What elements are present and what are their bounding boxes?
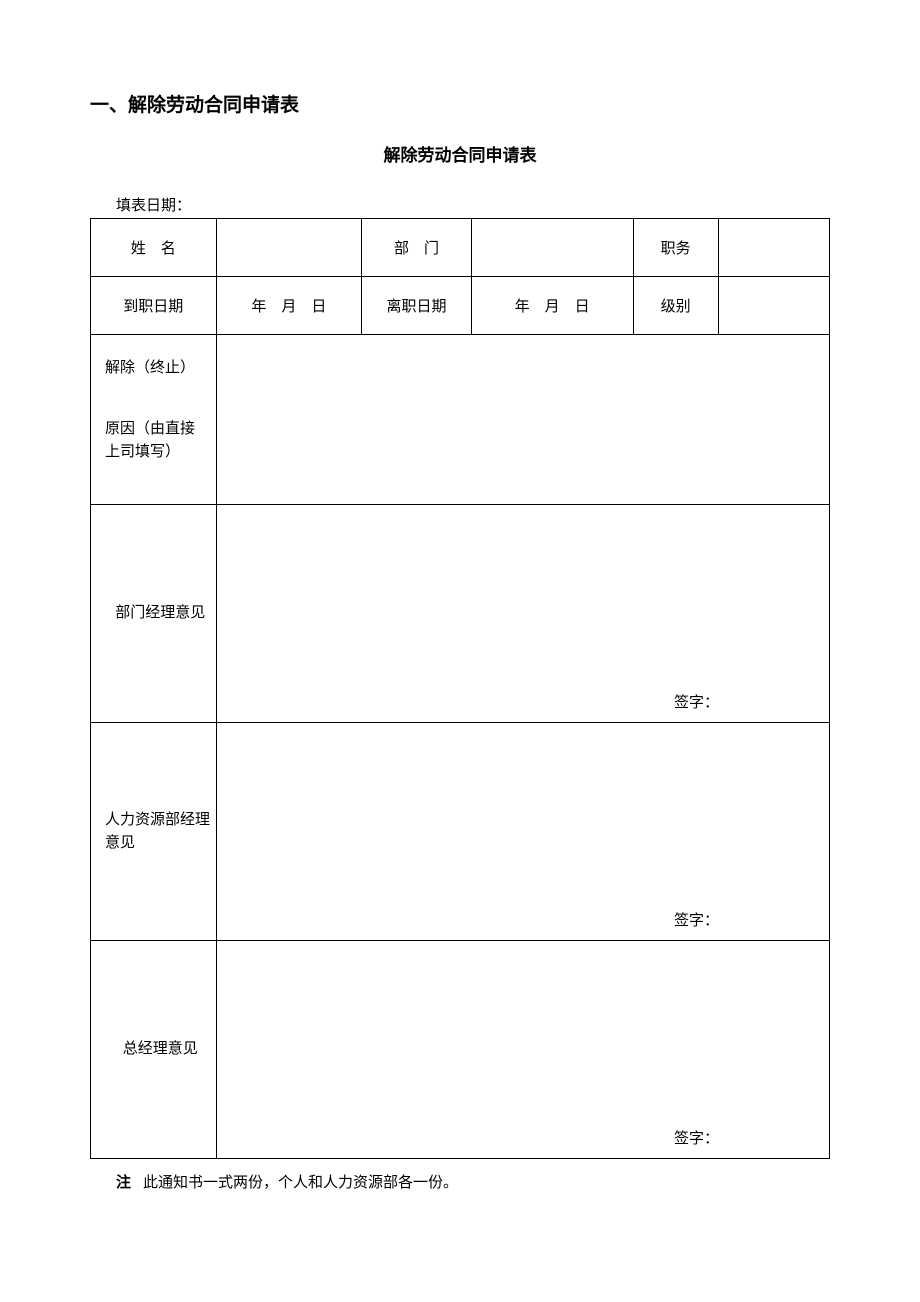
footnote-text: 此通知书一式两份，个人和人力资源部各一份。 — [143, 1175, 458, 1191]
gm-body: 签字： — [216, 941, 829, 1159]
level-label: 级别 — [633, 277, 718, 335]
table-row: 部门经理意见 签字： — [91, 505, 830, 723]
table-row: 人力资源部经理意见 签字： — [91, 723, 830, 941]
table-row: 总经理意见 签字： — [91, 941, 830, 1159]
reason-line2: 原因（由直接上司填写） — [105, 418, 206, 463]
dept-manager-sign-label: 签字： — [674, 691, 719, 712]
table-row: 解除（终止） 原因（由直接上司填写） — [91, 335, 830, 505]
table-row: 姓 名 部 门 职务 — [91, 219, 830, 277]
name-value — [216, 219, 362, 277]
reason-body — [216, 335, 829, 505]
hr-manager-sign-label: 签字： — [674, 909, 719, 930]
footnote: 注此通知书一式两份，个人和人力资源部各一份。 — [116, 1171, 830, 1192]
start-date-value: 年 月 日 — [216, 277, 362, 335]
table-row: 到职日期 年 月 日 离职日期 年 月 日 级别 — [91, 277, 830, 335]
gm-sign-label: 签字： — [674, 1127, 719, 1148]
dept-manager-label: 部门经理意见 — [91, 505, 217, 723]
gm-label: 总经理意见 — [91, 941, 217, 1159]
form-title: 解除劳动合同申请表 — [90, 141, 830, 166]
footnote-bold: 注 — [116, 1175, 131, 1191]
reason-label: 解除（终止） 原因（由直接上司填写） — [91, 335, 217, 505]
level-value — [718, 277, 829, 335]
dept-value — [471, 219, 633, 277]
position-value — [718, 219, 829, 277]
section-heading: 一、解除劳动合同申请表 — [90, 90, 830, 117]
dept-manager-body: 签字： — [216, 505, 829, 723]
end-date-value: 年 月 日 — [471, 277, 633, 335]
name-label: 姓 名 — [91, 219, 217, 277]
end-date-label: 离职日期 — [362, 277, 471, 335]
position-label: 职务 — [633, 219, 718, 277]
hr-manager-label: 人力资源部经理意见 — [91, 723, 217, 941]
reason-line1: 解除（终止） — [105, 349, 206, 388]
fill-date-label: 填表日期： — [116, 194, 830, 215]
dept-label: 部 门 — [362, 219, 471, 277]
application-form-table: 姓 名 部 门 职务 到职日期 年 月 日 离职日期 年 月 日 级别 解除（终… — [90, 218, 830, 1159]
hr-manager-body: 签字： — [216, 723, 829, 941]
start-date-label: 到职日期 — [91, 277, 217, 335]
